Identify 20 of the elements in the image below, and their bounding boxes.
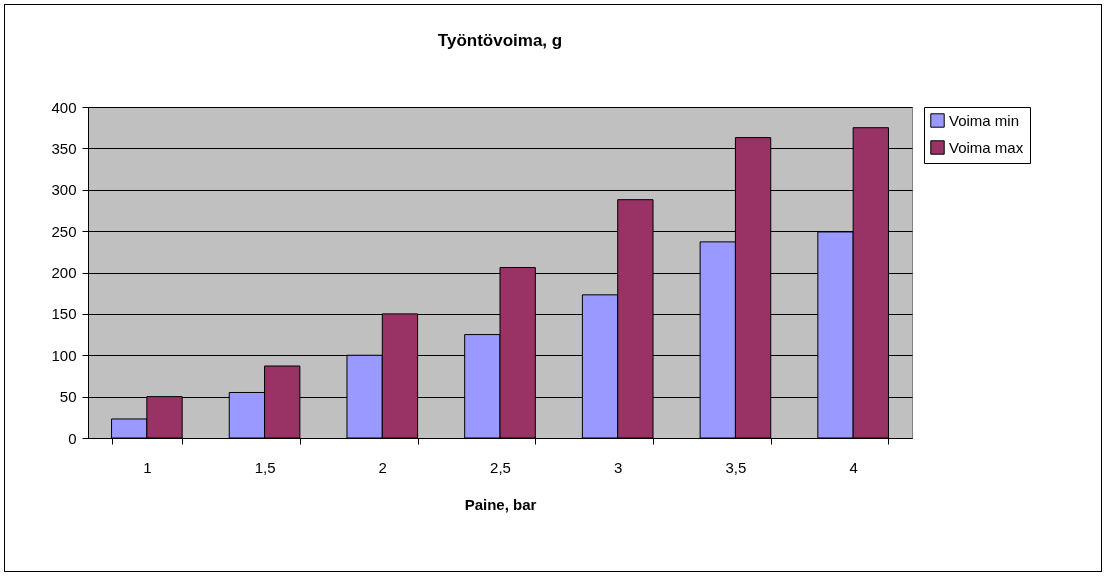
legend-label: Voima max [949,138,1024,156]
legend-label: Voima min [949,111,1020,129]
x-tick-label: 2,5 [490,458,511,476]
x-tick-label: 2 [378,458,387,476]
y-tick-label: 50 [59,388,77,406]
chart-title: Työntövoima, g [437,31,563,50]
x-axis-title: Paine, bar [464,495,537,513]
y-tick-label: 300 [51,181,77,199]
x-tick-label: 1,5 [254,458,276,476]
y-tick-label: 0 [68,429,77,447]
y-tick-label: 400 [51,98,77,116]
y-tick-label: 100 [51,346,77,364]
x-tick-label: 4 [849,458,858,476]
x-tick-label: 3 [614,458,623,476]
x-tick-label: 1 [143,458,152,476]
y-tick-label: 350 [51,139,77,157]
y-tick-label: 150 [51,305,77,323]
x-tick-label: 3,5 [725,458,747,476]
y-tick-label: 250 [51,222,77,240]
y-tick-label: 200 [51,264,77,281]
